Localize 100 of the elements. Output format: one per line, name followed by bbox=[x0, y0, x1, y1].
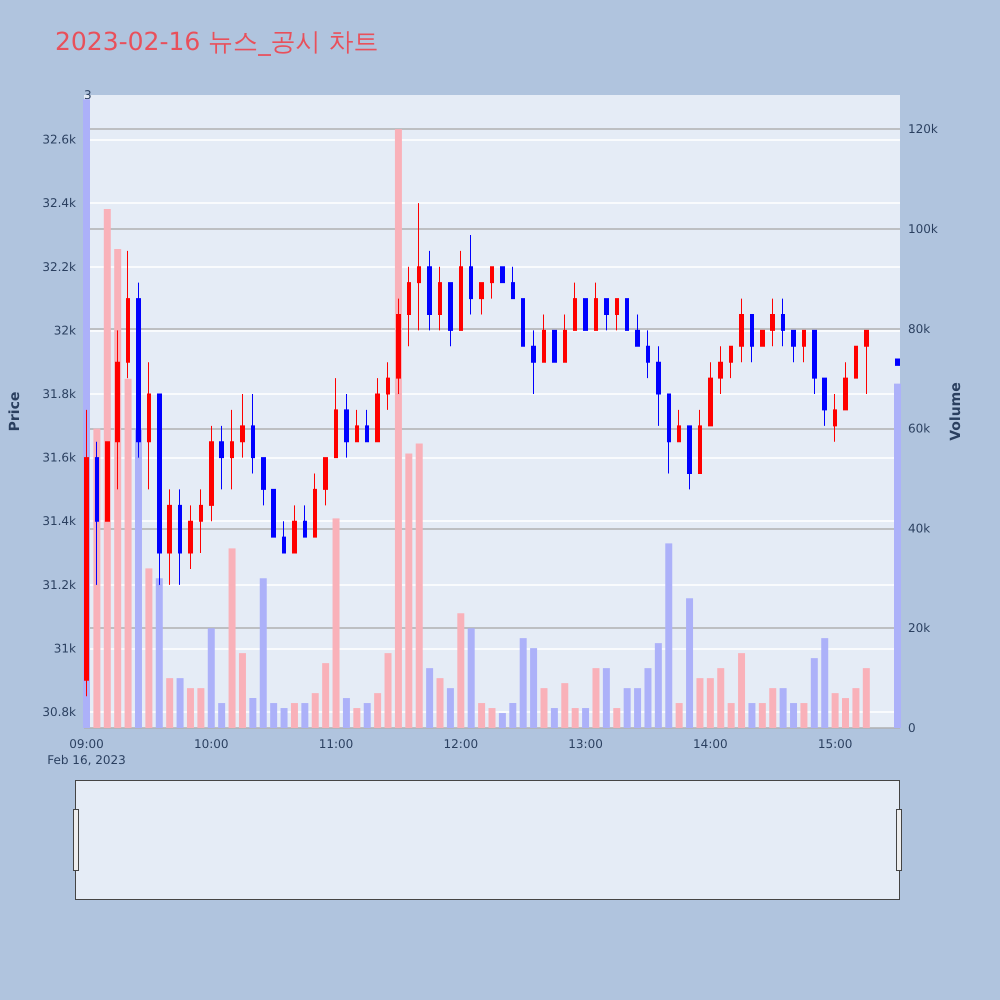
y-axis-title: Price bbox=[7, 392, 23, 432]
bar bbox=[156, 578, 163, 728]
candlestick bbox=[365, 409, 369, 442]
bar bbox=[374, 693, 382, 728]
bar bbox=[312, 693, 319, 728]
bar bbox=[290, 703, 298, 728]
y2-tick-label: 100k bbox=[908, 222, 938, 236]
bar bbox=[301, 703, 308, 728]
bar bbox=[436, 678, 444, 728]
candlestick bbox=[469, 234, 473, 315]
candlestick bbox=[355, 409, 359, 442]
candlestick bbox=[230, 409, 234, 490]
candlestick bbox=[822, 378, 827, 426]
y-tick-label: 31k bbox=[54, 641, 76, 656]
chart-title: 2023-02-16 뉴스_공시 차트 bbox=[55, 27, 379, 56]
candlestick bbox=[386, 362, 390, 410]
bar bbox=[810, 658, 818, 728]
candlestick bbox=[407, 266, 411, 347]
candlestick bbox=[718, 346, 723, 395]
y-tick-label: 31.2k bbox=[42, 578, 76, 592]
candlestick bbox=[303, 504, 307, 538]
bar bbox=[728, 703, 735, 728]
bar bbox=[540, 688, 548, 728]
bar bbox=[758, 703, 766, 728]
candlestick bbox=[511, 266, 515, 300]
candlestick bbox=[521, 298, 525, 347]
candlestick bbox=[563, 314, 567, 363]
bar bbox=[665, 543, 672, 728]
candlestick bbox=[802, 330, 806, 363]
candlestick bbox=[209, 425, 214, 522]
candlestick bbox=[604, 298, 609, 331]
bar bbox=[509, 703, 516, 728]
candlestick bbox=[240, 394, 245, 458]
candlestick bbox=[552, 330, 557, 363]
candlestick bbox=[833, 394, 837, 442]
bar bbox=[488, 708, 496, 728]
candlestick bbox=[687, 425, 692, 490]
candlestick bbox=[812, 330, 817, 395]
bar bbox=[394, 129, 402, 728]
candlestick bbox=[677, 409, 681, 442]
bar bbox=[706, 678, 714, 728]
y2-tick-label: 20k bbox=[908, 621, 930, 636]
candlestick bbox=[490, 266, 494, 300]
candlestick bbox=[646, 330, 650, 379]
bar bbox=[800, 703, 808, 728]
candlestick bbox=[479, 282, 484, 315]
bar bbox=[780, 688, 787, 728]
bar bbox=[353, 708, 360, 728]
candlestick bbox=[708, 362, 713, 426]
bar bbox=[894, 384, 902, 728]
bar bbox=[426, 668, 434, 728]
candlestick bbox=[625, 298, 629, 331]
bar bbox=[821, 638, 828, 728]
y-tick-label: 31.8k bbox=[42, 387, 76, 402]
y2-tick-label: 60k bbox=[908, 422, 930, 436]
bar bbox=[676, 703, 683, 728]
candlestick bbox=[729, 346, 733, 379]
candlestick bbox=[615, 298, 619, 331]
bar bbox=[790, 703, 798, 728]
bar bbox=[197, 688, 204, 728]
y-tick-label: 31.4k bbox=[42, 514, 76, 528]
x-tick-label: 11:00 bbox=[318, 737, 354, 751]
bar bbox=[842, 698, 850, 728]
candlestick bbox=[459, 250, 463, 331]
candlestick bbox=[147, 362, 151, 490]
candlestick bbox=[282, 520, 286, 554]
x-tick-label: 09:00 Feb 16, 2023 bbox=[47, 737, 126, 767]
bar bbox=[624, 688, 631, 728]
bar bbox=[738, 653, 746, 728]
candlestick bbox=[344, 394, 349, 458]
bar bbox=[769, 688, 776, 728]
candlestick bbox=[667, 394, 671, 474]
candlestick bbox=[334, 378, 338, 458]
bar bbox=[342, 698, 350, 728]
bar bbox=[572, 708, 579, 728]
candlestick bbox=[126, 250, 130, 379]
x-tick-label: 14:00 bbox=[693, 737, 728, 751]
bar bbox=[717, 668, 724, 728]
bar bbox=[134, 428, 142, 728]
bar bbox=[228, 548, 236, 728]
x-tick-label: 15:00 bbox=[818, 737, 852, 751]
y2-tick-label: 120k bbox=[908, 122, 938, 136]
bar bbox=[613, 708, 620, 728]
y2-tick-label: 0 bbox=[908, 721, 916, 735]
candlestick bbox=[864, 330, 869, 395]
bar bbox=[238, 653, 246, 728]
candlestick bbox=[105, 441, 110, 522]
bar bbox=[446, 688, 454, 728]
bar bbox=[832, 693, 839, 728]
bar bbox=[322, 663, 330, 728]
candlestick bbox=[781, 298, 785, 347]
x-tick-label: 12:00 bbox=[444, 737, 478, 751]
candlestick bbox=[739, 298, 744, 363]
bar bbox=[582, 708, 590, 728]
bar bbox=[478, 703, 486, 728]
y2-tick-label: 40k bbox=[908, 521, 930, 536]
candlestick bbox=[448, 282, 453, 347]
candlestick bbox=[760, 330, 765, 347]
candlestick bbox=[323, 457, 328, 506]
candlestick bbox=[542, 314, 546, 363]
